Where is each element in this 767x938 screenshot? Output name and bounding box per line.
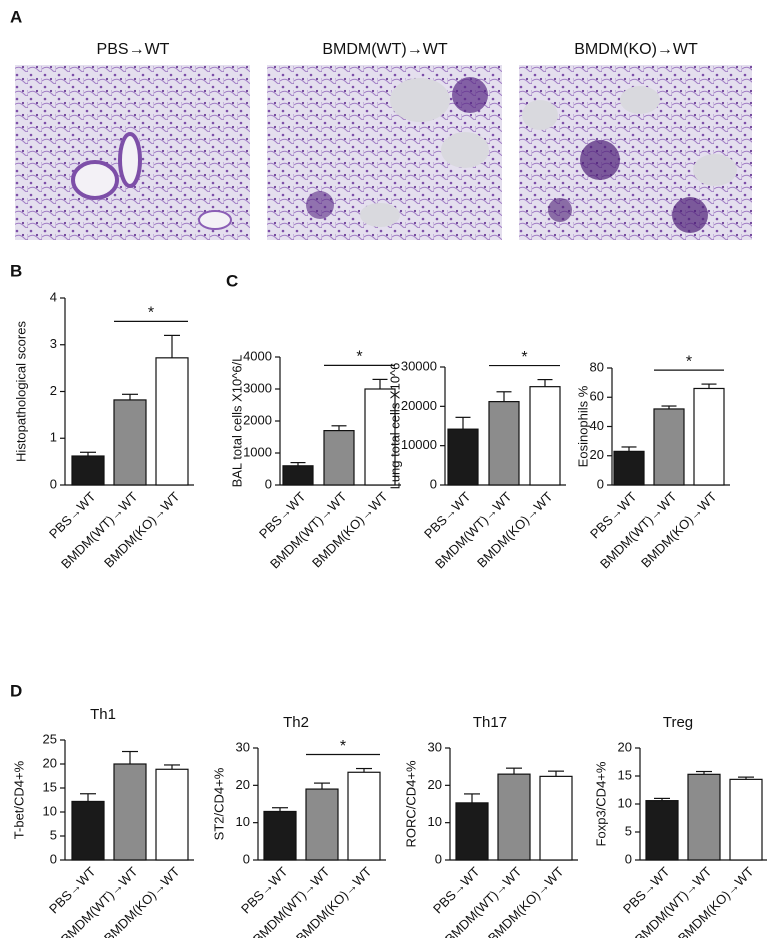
- y-tick-label: 1000: [243, 444, 272, 459]
- x-tick-label: BMDM(WT)→WT: [58, 489, 141, 572]
- x-tick-label: BMDM(WT)→WT: [432, 489, 515, 572]
- bar: [282, 465, 314, 486]
- y-tick-label: 15: [618, 767, 632, 782]
- y-tick-label: 2000: [243, 412, 272, 427]
- y-tick-label: 30: [428, 739, 442, 754]
- x-tick-label: BMDM(KO)→WT: [309, 489, 391, 571]
- bar: [497, 773, 531, 861]
- y-tick-label: 10: [618, 795, 632, 810]
- significance-label: *: [148, 305, 154, 322]
- y-tick-label: 60: [590, 389, 604, 404]
- chart-title: Th17: [473, 714, 507, 731]
- bar: [263, 810, 297, 861]
- bar: [693, 387, 725, 486]
- y-tick-label: 4: [50, 289, 57, 304]
- panel-label: A: [10, 7, 22, 26]
- y-tick-label: 0: [597, 476, 604, 491]
- y-tick-label: 20: [236, 777, 250, 792]
- chart-title: Treg: [663, 714, 693, 731]
- y-tick-label: 10000: [401, 437, 437, 452]
- y-axis-label: Eosinophils %: [575, 385, 590, 467]
- y-tick-label: 40: [590, 418, 604, 433]
- y-tick-label: 1: [50, 430, 57, 445]
- y-tick-label: 0: [430, 476, 437, 491]
- y-tick-label: 20: [43, 755, 57, 770]
- bar: [364, 388, 396, 486]
- y-axis-label: Lung total cells X10^6: [387, 363, 402, 490]
- y-axis-label: T-bet/CD4+%: [11, 760, 26, 839]
- bar: [447, 428, 479, 486]
- y-tick-label: 20: [618, 739, 632, 754]
- y-tick-label: 2: [50, 383, 57, 398]
- significance-label: *: [356, 349, 362, 366]
- y-tick-label: 10: [236, 814, 250, 829]
- y-tick-label: 0: [50, 476, 57, 491]
- bar: [529, 386, 561, 486]
- x-tick-label: BMDM(KO)→WT: [101, 489, 183, 571]
- bar: [155, 768, 189, 861]
- bar: [455, 802, 489, 861]
- y-axis-label: BAL total cells X10^6/L: [229, 355, 244, 488]
- y-tick-label: 20000: [401, 398, 437, 413]
- histology-image: [267, 65, 502, 240]
- y-tick-label: 10: [428, 814, 442, 829]
- bar: [539, 775, 573, 861]
- significance-label: *: [521, 349, 527, 366]
- y-tick-label: 4000: [243, 348, 272, 363]
- bar: [653, 408, 685, 486]
- panel-label: B: [10, 261, 22, 280]
- y-tick-label: 0: [435, 851, 442, 866]
- panel-label: D: [10, 681, 22, 700]
- y-tick-label: 15: [43, 779, 57, 794]
- bar: [323, 430, 355, 486]
- bar: [687, 773, 721, 861]
- bar: [71, 455, 105, 486]
- image-title: BMDM(WT)→WT: [322, 41, 448, 58]
- y-axis-label: Foxp3/CD4+%: [593, 761, 608, 846]
- histology-image: [15, 65, 250, 240]
- y-tick-label: 80: [590, 359, 604, 374]
- y-tick-label: 3000: [243, 380, 272, 395]
- y-tick-label: 5: [50, 827, 57, 842]
- image-title: BMDM(KO)→WT: [574, 41, 698, 58]
- x-tick-label: BMDM(WT)→WT: [267, 489, 350, 572]
- significance-label: *: [340, 738, 346, 755]
- y-tick-label: 30: [236, 739, 250, 754]
- y-tick-label: 0: [265, 476, 272, 491]
- y-tick-label: 0: [625, 851, 632, 866]
- bar: [113, 763, 147, 861]
- chart-title: Th1: [90, 706, 116, 723]
- image-title: PBS→WT: [97, 41, 170, 58]
- bar: [305, 788, 339, 861]
- y-tick-label: 3: [50, 336, 57, 351]
- y-tick-label: 10: [43, 803, 57, 818]
- bar: [488, 401, 520, 486]
- y-tick-label: 25: [43, 731, 57, 746]
- x-tick-label: BMDM(KO)→WT: [638, 489, 720, 571]
- y-tick-label: 5: [625, 823, 632, 838]
- y-axis-label: Histopathological scores: [13, 321, 28, 462]
- y-tick-label: 20: [590, 447, 604, 462]
- panel-label: C: [226, 271, 238, 290]
- bar: [155, 357, 189, 486]
- bar: [347, 771, 381, 861]
- y-tick-label: 20: [428, 777, 442, 792]
- y-tick-label: 30000: [401, 358, 437, 373]
- bar: [645, 800, 679, 861]
- y-axis-label: RORC/CD4+%: [403, 760, 418, 847]
- y-axis-label: ST2/CD4+%: [211, 767, 226, 840]
- significance-label: *: [686, 353, 692, 370]
- chart-title: Th2: [283, 714, 309, 731]
- bar: [729, 778, 763, 861]
- y-tick-label: 0: [50, 851, 57, 866]
- bar: [71, 800, 105, 861]
- x-tick-label: BMDM(KO)→WT: [474, 489, 556, 571]
- bar: [113, 399, 147, 486]
- y-tick-label: 0: [243, 851, 250, 866]
- bar: [613, 450, 645, 486]
- histology-image: [519, 65, 752, 240]
